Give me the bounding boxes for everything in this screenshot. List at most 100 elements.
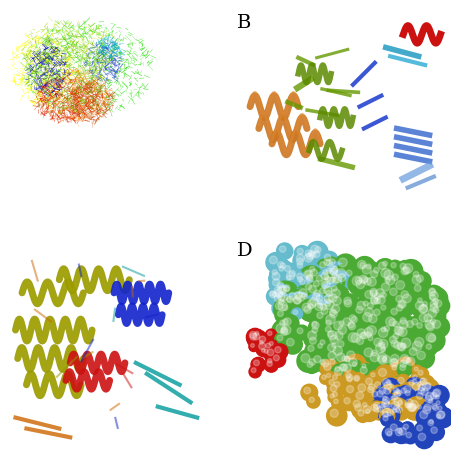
Circle shape: [320, 279, 329, 289]
Circle shape: [296, 328, 303, 334]
Circle shape: [324, 340, 344, 360]
Circle shape: [380, 394, 391, 405]
Circle shape: [281, 305, 287, 311]
Circle shape: [389, 339, 408, 357]
Circle shape: [300, 354, 309, 363]
Circle shape: [325, 291, 331, 297]
Circle shape: [410, 334, 433, 357]
Circle shape: [391, 395, 396, 400]
Circle shape: [390, 340, 398, 348]
Circle shape: [370, 271, 377, 278]
Circle shape: [377, 356, 386, 364]
Circle shape: [309, 248, 326, 265]
Circle shape: [309, 267, 314, 272]
Circle shape: [415, 310, 436, 332]
Circle shape: [403, 430, 417, 444]
Circle shape: [306, 242, 327, 263]
Circle shape: [407, 337, 431, 361]
Circle shape: [432, 390, 439, 397]
Circle shape: [398, 428, 405, 435]
Circle shape: [410, 378, 420, 389]
Circle shape: [383, 271, 393, 280]
Circle shape: [421, 383, 430, 391]
Circle shape: [437, 411, 444, 418]
Circle shape: [400, 344, 405, 349]
Circle shape: [335, 361, 353, 379]
Circle shape: [394, 340, 413, 359]
Circle shape: [317, 344, 322, 349]
Circle shape: [369, 353, 379, 362]
Circle shape: [434, 300, 441, 308]
Circle shape: [269, 342, 273, 346]
Circle shape: [329, 275, 344, 290]
Circle shape: [394, 389, 406, 401]
Circle shape: [284, 296, 295, 307]
Circle shape: [384, 429, 391, 435]
Circle shape: [283, 285, 289, 292]
Circle shape: [402, 401, 414, 413]
Circle shape: [337, 361, 354, 379]
Circle shape: [402, 424, 408, 430]
Circle shape: [307, 304, 313, 309]
Circle shape: [380, 356, 390, 365]
Circle shape: [414, 380, 425, 390]
Circle shape: [361, 277, 367, 283]
Circle shape: [362, 403, 366, 407]
Circle shape: [389, 393, 402, 405]
Circle shape: [281, 263, 296, 278]
Circle shape: [403, 356, 415, 368]
Circle shape: [432, 299, 437, 304]
Circle shape: [419, 379, 424, 384]
Circle shape: [350, 334, 359, 343]
Circle shape: [378, 388, 385, 394]
Circle shape: [339, 354, 352, 367]
Circle shape: [334, 332, 342, 340]
Circle shape: [361, 364, 365, 368]
Circle shape: [367, 287, 383, 304]
Circle shape: [360, 299, 372, 311]
Circle shape: [369, 290, 376, 297]
Circle shape: [365, 381, 380, 397]
Circle shape: [317, 269, 335, 287]
Circle shape: [400, 339, 410, 348]
Circle shape: [317, 302, 333, 317]
Circle shape: [306, 275, 312, 281]
Circle shape: [306, 249, 322, 266]
Circle shape: [357, 330, 372, 345]
Circle shape: [332, 278, 338, 284]
Circle shape: [309, 325, 323, 339]
Circle shape: [405, 358, 410, 363]
Circle shape: [367, 268, 384, 286]
Circle shape: [429, 386, 448, 405]
Circle shape: [417, 384, 424, 391]
Circle shape: [277, 311, 283, 317]
Circle shape: [282, 268, 303, 289]
Circle shape: [375, 289, 384, 298]
Circle shape: [408, 316, 424, 332]
Circle shape: [417, 433, 425, 441]
Circle shape: [331, 397, 343, 409]
Circle shape: [370, 404, 377, 411]
Circle shape: [324, 372, 334, 382]
Circle shape: [396, 362, 411, 377]
Circle shape: [326, 266, 344, 283]
Circle shape: [348, 314, 363, 330]
Circle shape: [254, 332, 258, 335]
Circle shape: [368, 384, 374, 390]
Circle shape: [327, 331, 333, 337]
Circle shape: [333, 347, 342, 356]
Circle shape: [430, 297, 443, 310]
Circle shape: [349, 315, 355, 322]
Circle shape: [269, 276, 287, 294]
Circle shape: [430, 404, 436, 409]
Circle shape: [300, 250, 321, 272]
Circle shape: [277, 321, 300, 345]
Circle shape: [352, 303, 369, 321]
Circle shape: [416, 425, 422, 431]
Circle shape: [362, 322, 386, 346]
Circle shape: [394, 426, 406, 439]
Circle shape: [382, 379, 389, 386]
Circle shape: [416, 351, 425, 360]
Circle shape: [371, 391, 377, 397]
Circle shape: [308, 318, 326, 337]
